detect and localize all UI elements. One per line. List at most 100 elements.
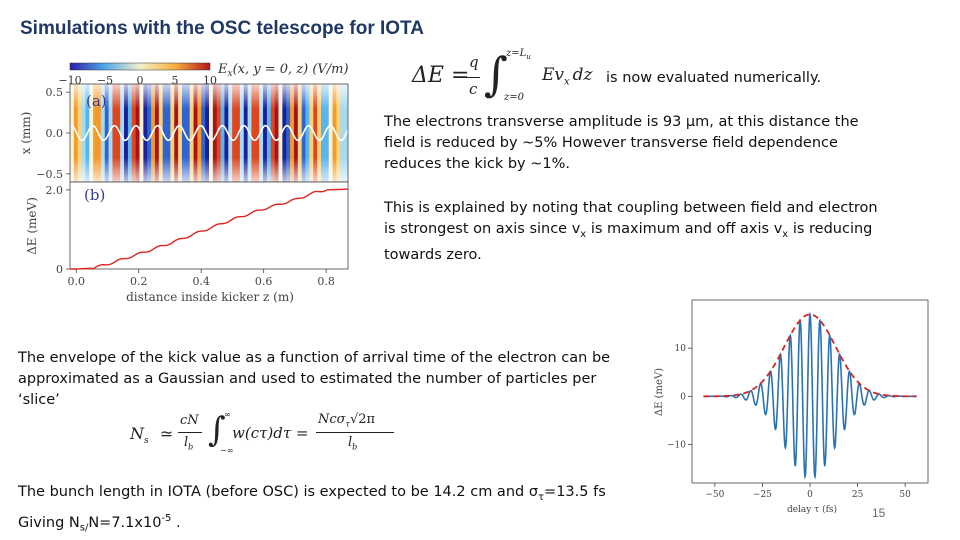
tick-label: 50 xyxy=(899,490,911,500)
tick-label: 0.2 xyxy=(130,275,148,288)
kick-equation: ΔE = q c ∫ z=Lu z=0 Evx dz xyxy=(412,47,593,103)
field-stripe xyxy=(282,84,287,182)
field-stripe xyxy=(201,84,206,182)
panel-b-ylabel: ΔE (meV) xyxy=(25,197,39,255)
colorbar xyxy=(69,62,211,71)
field-stripe xyxy=(112,84,117,182)
delay-plot-xticks: −50 −25 0 25 50 xyxy=(705,483,911,500)
field-stripe xyxy=(162,84,168,182)
field-stripe xyxy=(189,84,195,182)
field-stripe xyxy=(185,84,191,182)
field-stripe xyxy=(89,84,94,182)
tick-label: 0.8 xyxy=(317,275,335,288)
para-coupling-explanation: This is explained by noting that couplin… xyxy=(384,200,878,263)
field-stripe xyxy=(239,84,245,182)
field-stripe xyxy=(263,84,268,182)
tick-label: −25 xyxy=(753,490,772,500)
field-stripe xyxy=(166,84,171,182)
delay-plot-xlabel: delay τ (fs) xyxy=(787,504,837,515)
field-stripe xyxy=(332,84,338,182)
field-stripe xyxy=(247,84,253,182)
field-stripe xyxy=(147,84,152,182)
field-stripe xyxy=(301,84,307,182)
field-stripe xyxy=(259,84,264,182)
field-stripe xyxy=(174,84,179,182)
field-stripe xyxy=(151,84,156,182)
colorbar-tick-label: 5 xyxy=(172,74,179,87)
field-stripe xyxy=(320,84,326,182)
tick-label: −10 xyxy=(667,440,686,450)
field-stripe xyxy=(100,84,106,182)
tick-label: 0.4 xyxy=(192,275,210,288)
field-stripe xyxy=(290,84,295,182)
para-transverse-amplitude: The electrons transverse amplitude is 93… xyxy=(384,114,859,172)
field-stripe xyxy=(85,84,90,182)
field-stripe xyxy=(73,84,79,182)
tick-label: −0.5 xyxy=(36,168,63,181)
field-stripe xyxy=(93,84,98,182)
field-stripe xyxy=(120,84,125,182)
field-stripe xyxy=(336,84,341,182)
tick-label: 10 xyxy=(675,344,687,354)
field-stripe xyxy=(232,84,237,182)
kick-vs-delay-curve xyxy=(703,311,917,480)
field-stripe xyxy=(266,84,272,182)
field-stripe xyxy=(108,84,114,182)
field-stripe xyxy=(270,84,276,182)
field-stripe xyxy=(251,84,256,182)
tick-label: 0 xyxy=(56,263,63,276)
tick-label: 0.6 xyxy=(255,275,273,288)
field-stripe xyxy=(216,84,222,182)
delay-plot-frame xyxy=(691,299,929,484)
field-stripe xyxy=(124,84,129,182)
field-stripe xyxy=(70,84,75,182)
field-stripe xyxy=(228,84,233,182)
colorbar-ticks: −10 −5 0 5 10 xyxy=(58,74,217,87)
panel-a-frame xyxy=(69,83,349,183)
para-evaluated-numerically: is now evaluated numerically. xyxy=(606,70,822,86)
panel-b-xlabel: distance inside kicker z (m) xyxy=(126,290,294,304)
field-stripe xyxy=(313,84,318,182)
field-stripe xyxy=(293,84,299,182)
panel-b-frame xyxy=(69,181,349,270)
field-stripe xyxy=(104,84,110,182)
field-stripe xyxy=(212,84,218,182)
tick-label: 0 xyxy=(680,392,686,402)
field-stripe xyxy=(178,84,183,182)
delay-plot-yticks: 10 0 −10 xyxy=(667,344,692,450)
page-number: 15 xyxy=(872,506,886,520)
colorbar-tick-label: −10 xyxy=(58,74,81,87)
tick-label: −50 xyxy=(705,490,724,500)
field-stripe xyxy=(131,84,137,182)
field-stripe xyxy=(135,84,141,182)
field-stripe xyxy=(77,84,83,182)
field-stripe xyxy=(220,84,226,182)
field-stripe xyxy=(224,84,229,182)
field-stripe xyxy=(255,84,260,182)
colorbar-tick-label: 0 xyxy=(137,74,144,87)
field-stripe xyxy=(209,84,214,182)
tick-label: 0.0 xyxy=(46,127,64,140)
panel-a-ylabel: x (mm) xyxy=(19,112,33,155)
delay-plot-ylabel: ΔE (meV) xyxy=(654,368,665,416)
field-stripe xyxy=(278,84,283,182)
kick-curve xyxy=(70,188,349,270)
tick-label: 0.5 xyxy=(46,86,64,99)
field-stripe xyxy=(193,84,199,182)
slice-equation: Ns ≃ cN lb ∫ ∞ −∞ w(cτ)dτ = Ncστ√2π lb xyxy=(130,410,430,462)
field-stripe xyxy=(328,84,334,182)
field-stripe xyxy=(305,84,310,182)
para-envelope-gaussian: The envelope of the kick value as a func… xyxy=(18,350,611,408)
field-stripe xyxy=(116,84,121,182)
tick-label: 25 xyxy=(852,490,864,500)
panel-a-yticks: 0.5 0.0 −0.5 xyxy=(36,86,70,181)
electron-trajectory xyxy=(70,124,348,142)
field-stripe xyxy=(139,84,144,182)
tick-label: 2.0 xyxy=(46,184,64,197)
field-stripe xyxy=(197,84,202,182)
panel-a-label: (a) xyxy=(86,92,107,110)
tick-label: 0.0 xyxy=(67,275,85,288)
colorbar-tick-label: −5 xyxy=(97,74,113,87)
field-stripe xyxy=(127,84,133,182)
field-stripe xyxy=(236,84,241,182)
